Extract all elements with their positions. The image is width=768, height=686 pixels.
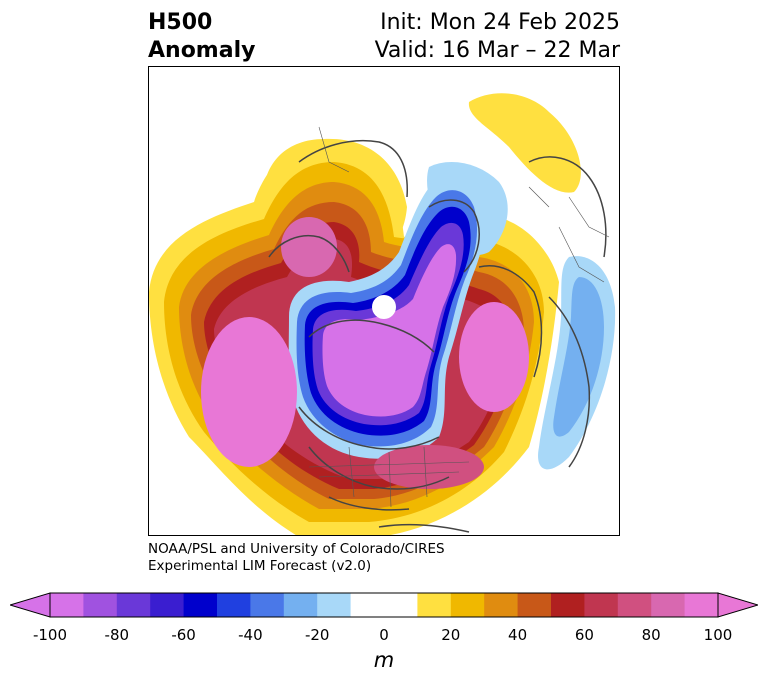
colorbar <box>10 592 758 618</box>
colorbar-swatch <box>584 593 619 617</box>
colorbar-tick-label: -60 <box>171 626 196 644</box>
colorbar-swatch <box>83 593 118 617</box>
positive-anomaly-core-alaska <box>281 217 337 277</box>
credit-block: NOAA/PSL and University of Colorado/CIRE… <box>148 541 445 575</box>
colorbar-tick-label: 60 <box>574 626 594 644</box>
colorbar-swatch <box>517 593 552 617</box>
colorbar-swatch <box>250 593 285 617</box>
colorbar-swatch <box>50 593 84 617</box>
positive-anomaly-core-pacific <box>201 317 297 467</box>
colorbar-tick-label: 20 <box>441 626 461 644</box>
coastlines <box>268 139 607 533</box>
colorbar-swatch <box>417 593 452 617</box>
colorbar-tick-label: 0 <box>379 626 389 644</box>
title-variable-block: H500 Anomaly <box>148 9 255 65</box>
colorbar-swatch <box>183 593 218 617</box>
colorbar-swatch <box>150 593 185 617</box>
colorbar-tick-labels: -100 -80 -60 -40 -20 0 20 40 60 80 100 <box>0 626 768 646</box>
colorbar-tick-label: -80 <box>104 626 130 644</box>
colorbar-swatch <box>217 593 251 617</box>
colorbar-swatch <box>484 593 519 617</box>
colorbar-swatch <box>617 593 652 617</box>
colorbar-swatch <box>651 593 686 617</box>
colorbar-unit-label: m <box>373 648 395 672</box>
credit-line-1: NOAA/PSL and University of Colorado/CIRE… <box>148 541 445 557</box>
colorbar-swatch <box>551 593 585 617</box>
negative-anomaly-core <box>322 244 457 417</box>
colorbar-swatch <box>684 593 719 617</box>
colorbar-extend-low <box>10 592 51 618</box>
colorbar-tick-label: -100 <box>32 626 68 644</box>
colorbar-swatch <box>283 593 318 617</box>
zero-contour-region <box>372 295 396 319</box>
colorbar-tick-label: 80 <box>641 626 661 644</box>
anomaly-map <box>148 66 620 536</box>
colorbar-border <box>49 592 719 618</box>
colorbar-tick-label: 40 <box>508 626 528 644</box>
colorbar-swatch <box>384 593 418 617</box>
positive-anomaly-core-atlantic <box>459 302 529 412</box>
colorbar-tick-label: -40 <box>238 626 263 644</box>
title-init-date: Init: Mon 24 Feb 2025 <box>380 10 620 35</box>
positive-anomaly-russia <box>468 93 581 193</box>
colorbar-extend-high <box>717 592 758 618</box>
title-variable: H500 <box>148 10 213 35</box>
positive-anomaly-core-southeast-us <box>374 445 484 489</box>
political-borders <box>308 126 610 508</box>
colorbar-tick-label: -20 <box>304 626 330 644</box>
anomaly-map-svg <box>149 93 616 535</box>
colorbar-swatch <box>317 593 352 617</box>
colorbar-tick-label: 100 <box>703 626 733 644</box>
title-valid-range: Valid: 16 Mar – 22 Mar <box>374 38 620 63</box>
colorbar-swatch <box>116 593 151 617</box>
title-date-block: Init: Mon 24 Feb 2025 Valid: 16 Mar – 22… <box>375 9 620 65</box>
title-type: Anomaly <box>148 38 256 63</box>
negative-anomaly-eurasia-inner <box>553 277 604 437</box>
colorbar-swatch <box>450 593 485 617</box>
colorbar-swatch <box>350 593 385 617</box>
credit-line-2: Experimental LIM Forecast (v2.0) <box>148 558 372 574</box>
